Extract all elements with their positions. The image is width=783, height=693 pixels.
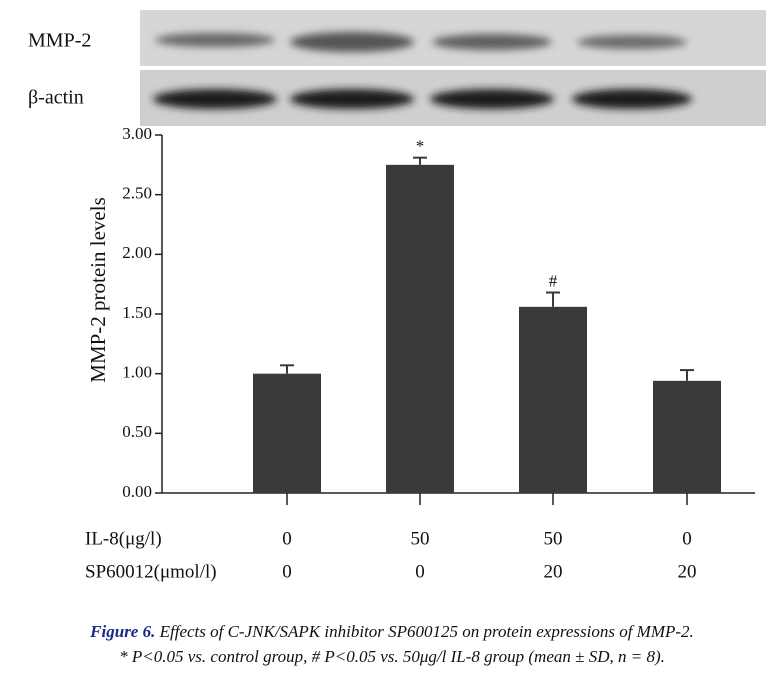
y-tick-label: 3.00	[122, 124, 152, 143]
bar	[519, 306, 587, 493]
blot-panel	[140, 10, 766, 126]
annotation: #	[549, 271, 558, 290]
bands	[153, 32, 692, 109]
x-tick-label: 20	[678, 561, 697, 582]
bar	[653, 380, 721, 493]
y-axis-title: MMP-2 protein levels	[86, 197, 110, 382]
bar	[386, 164, 454, 494]
caption-note: * P<0.05 vs. control group, # P<0.05 vs.…	[119, 647, 665, 666]
y-tick-label: 2.50	[122, 184, 152, 203]
x-tick-label: 0	[682, 528, 692, 549]
y-tick-label: 0.50	[122, 422, 152, 441]
bar	[253, 373, 321, 493]
x-tick-label: 50	[411, 528, 430, 549]
y-tick-label: 1.50	[122, 303, 152, 322]
row-label: SP60012(μmol/l)	[85, 561, 217, 582]
caption: Figure 6. Effects of C-JNK/SAPK inhibito…	[89, 622, 694, 641]
caption-text: Effects of C-JNK/SAPK inhibitor SP600125…	[159, 622, 694, 641]
x-tick-label: 0	[415, 561, 425, 582]
x-tick-label: 0	[282, 528, 292, 549]
y-tick-label: 0.00	[122, 482, 152, 501]
blot-label: MMP-2	[28, 30, 91, 52]
y-tick-label: 2.00	[122, 243, 152, 262]
annotation: *	[416, 137, 425, 156]
blot-label: β-actin	[28, 87, 84, 109]
row-label: IL-8(μg/l)	[85, 528, 162, 549]
x-tick-label: 20	[544, 561, 563, 582]
x-tick-label: 50	[544, 528, 563, 549]
caption-label: Figure 6.	[89, 622, 155, 641]
y-tick-label: 1.00	[122, 363, 152, 382]
x-tick-label: 0	[282, 561, 292, 582]
